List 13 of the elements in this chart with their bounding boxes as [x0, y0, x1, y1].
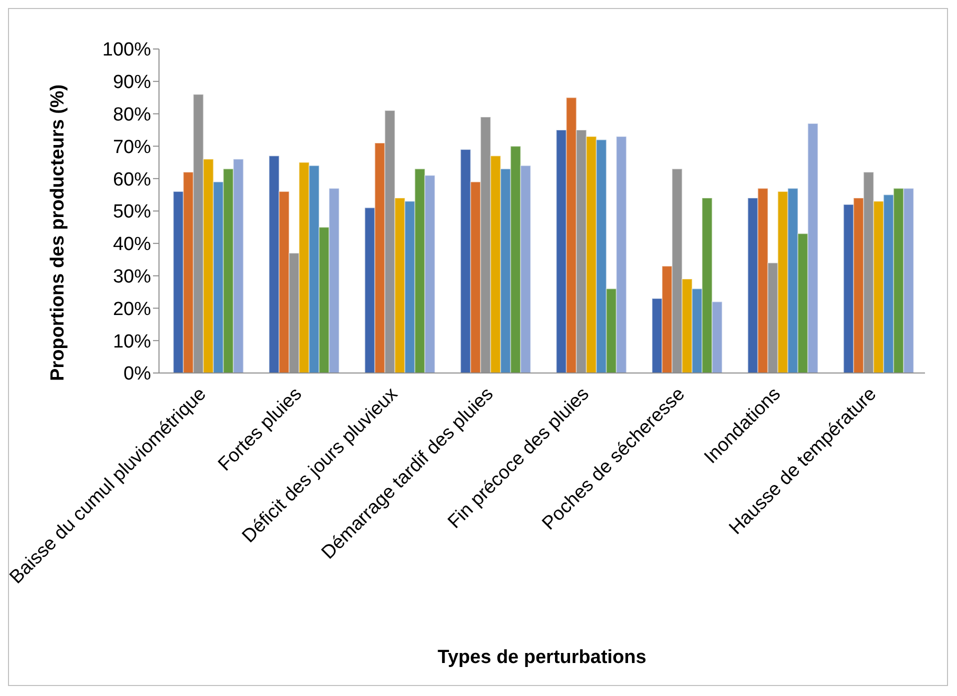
y-axis-title: Proportions des producteurs (%) — [48, 84, 69, 381]
y-tick-label: 90% — [112, 72, 152, 94]
y-tick-label: 100% — [102, 40, 152, 61]
y-tick-label: 30% — [112, 266, 152, 288]
x-axis-title: Types de perturbations — [438, 647, 646, 668]
y-tick-label: 10% — [112, 331, 152, 352]
y-tick-label: 60% — [112, 169, 152, 190]
y-tick-label: 0% — [124, 364, 152, 385]
y-tick-label: 50% — [112, 202, 152, 223]
y-tick-label: 40% — [112, 234, 152, 256]
y-tick-label: 80% — [112, 104, 152, 126]
y-tick-label: 20% — [112, 298, 152, 320]
y-tick-label: 70% — [112, 136, 152, 158]
